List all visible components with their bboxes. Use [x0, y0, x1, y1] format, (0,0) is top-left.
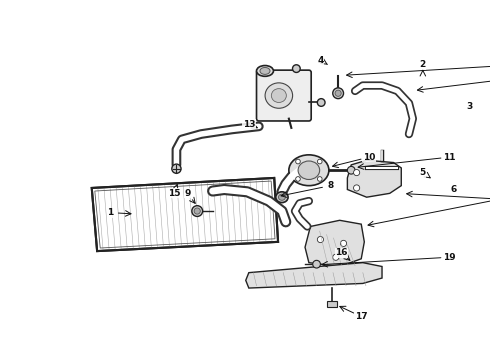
Text: 4: 4 — [317, 56, 323, 65]
Ellipse shape — [260, 67, 270, 75]
Text: 17: 17 — [355, 312, 368, 321]
Ellipse shape — [347, 166, 355, 174]
Ellipse shape — [192, 206, 203, 216]
Text: 10: 10 — [363, 153, 375, 162]
Polygon shape — [245, 263, 382, 288]
Text: 13: 13 — [243, 120, 255, 129]
Polygon shape — [347, 160, 401, 197]
Text: 2: 2 — [420, 60, 426, 69]
Ellipse shape — [318, 159, 322, 164]
Ellipse shape — [318, 99, 325, 106]
Ellipse shape — [318, 177, 322, 181]
Polygon shape — [305, 220, 365, 266]
Ellipse shape — [289, 155, 329, 186]
Text: 16: 16 — [335, 248, 347, 257]
FancyBboxPatch shape — [257, 70, 311, 121]
Ellipse shape — [335, 90, 341, 96]
Bar — [327, 301, 338, 307]
Text: 9: 9 — [184, 189, 191, 198]
Ellipse shape — [295, 159, 300, 164]
Text: 8: 8 — [327, 181, 334, 190]
Ellipse shape — [194, 208, 200, 214]
Text: 1: 1 — [107, 208, 113, 217]
Ellipse shape — [278, 194, 285, 200]
Ellipse shape — [295, 177, 300, 181]
Ellipse shape — [313, 260, 320, 268]
Text: 3: 3 — [466, 102, 472, 111]
Ellipse shape — [271, 89, 286, 103]
Text: 6: 6 — [450, 185, 457, 194]
Ellipse shape — [354, 170, 360, 176]
Ellipse shape — [276, 192, 288, 203]
Text: 19: 19 — [442, 253, 455, 262]
Ellipse shape — [354, 185, 360, 191]
Text: 5: 5 — [420, 168, 426, 177]
Ellipse shape — [172, 164, 181, 173]
Ellipse shape — [257, 66, 273, 76]
Ellipse shape — [293, 65, 300, 72]
Text: 11: 11 — [443, 153, 455, 162]
Polygon shape — [92, 178, 278, 251]
Ellipse shape — [265, 83, 293, 108]
Ellipse shape — [341, 240, 346, 247]
Ellipse shape — [318, 237, 323, 243]
Ellipse shape — [333, 254, 339, 260]
Ellipse shape — [333, 88, 343, 99]
Ellipse shape — [298, 161, 319, 180]
Text: 15: 15 — [168, 189, 180, 198]
